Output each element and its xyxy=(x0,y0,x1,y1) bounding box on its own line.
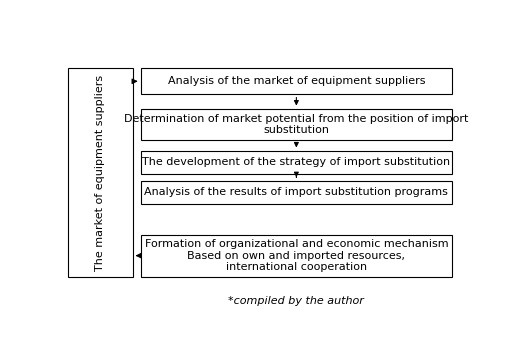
Text: Determination of market potential from the position of import
substitution: Determination of market potential from t… xyxy=(124,114,469,135)
Bar xyxy=(68,68,133,277)
Text: *compiled by the author: *compiled by the author xyxy=(229,296,364,306)
Bar xyxy=(140,109,452,140)
Bar xyxy=(140,151,452,174)
Text: The market of equipment suppliers: The market of equipment suppliers xyxy=(95,74,105,271)
Text: Analysis of the market of equipment suppliers: Analysis of the market of equipment supp… xyxy=(167,76,425,86)
Bar xyxy=(140,181,452,204)
Bar xyxy=(140,235,452,277)
Text: Formation of organizational and economic mechanism
Based on own and imported res: Formation of organizational and economic… xyxy=(145,239,448,272)
Text: Analysis of the results of import substitution programs: Analysis of the results of import substi… xyxy=(145,187,448,197)
Bar xyxy=(140,68,452,94)
Text: The development of the strategy of import substitution: The development of the strategy of impor… xyxy=(143,157,450,167)
